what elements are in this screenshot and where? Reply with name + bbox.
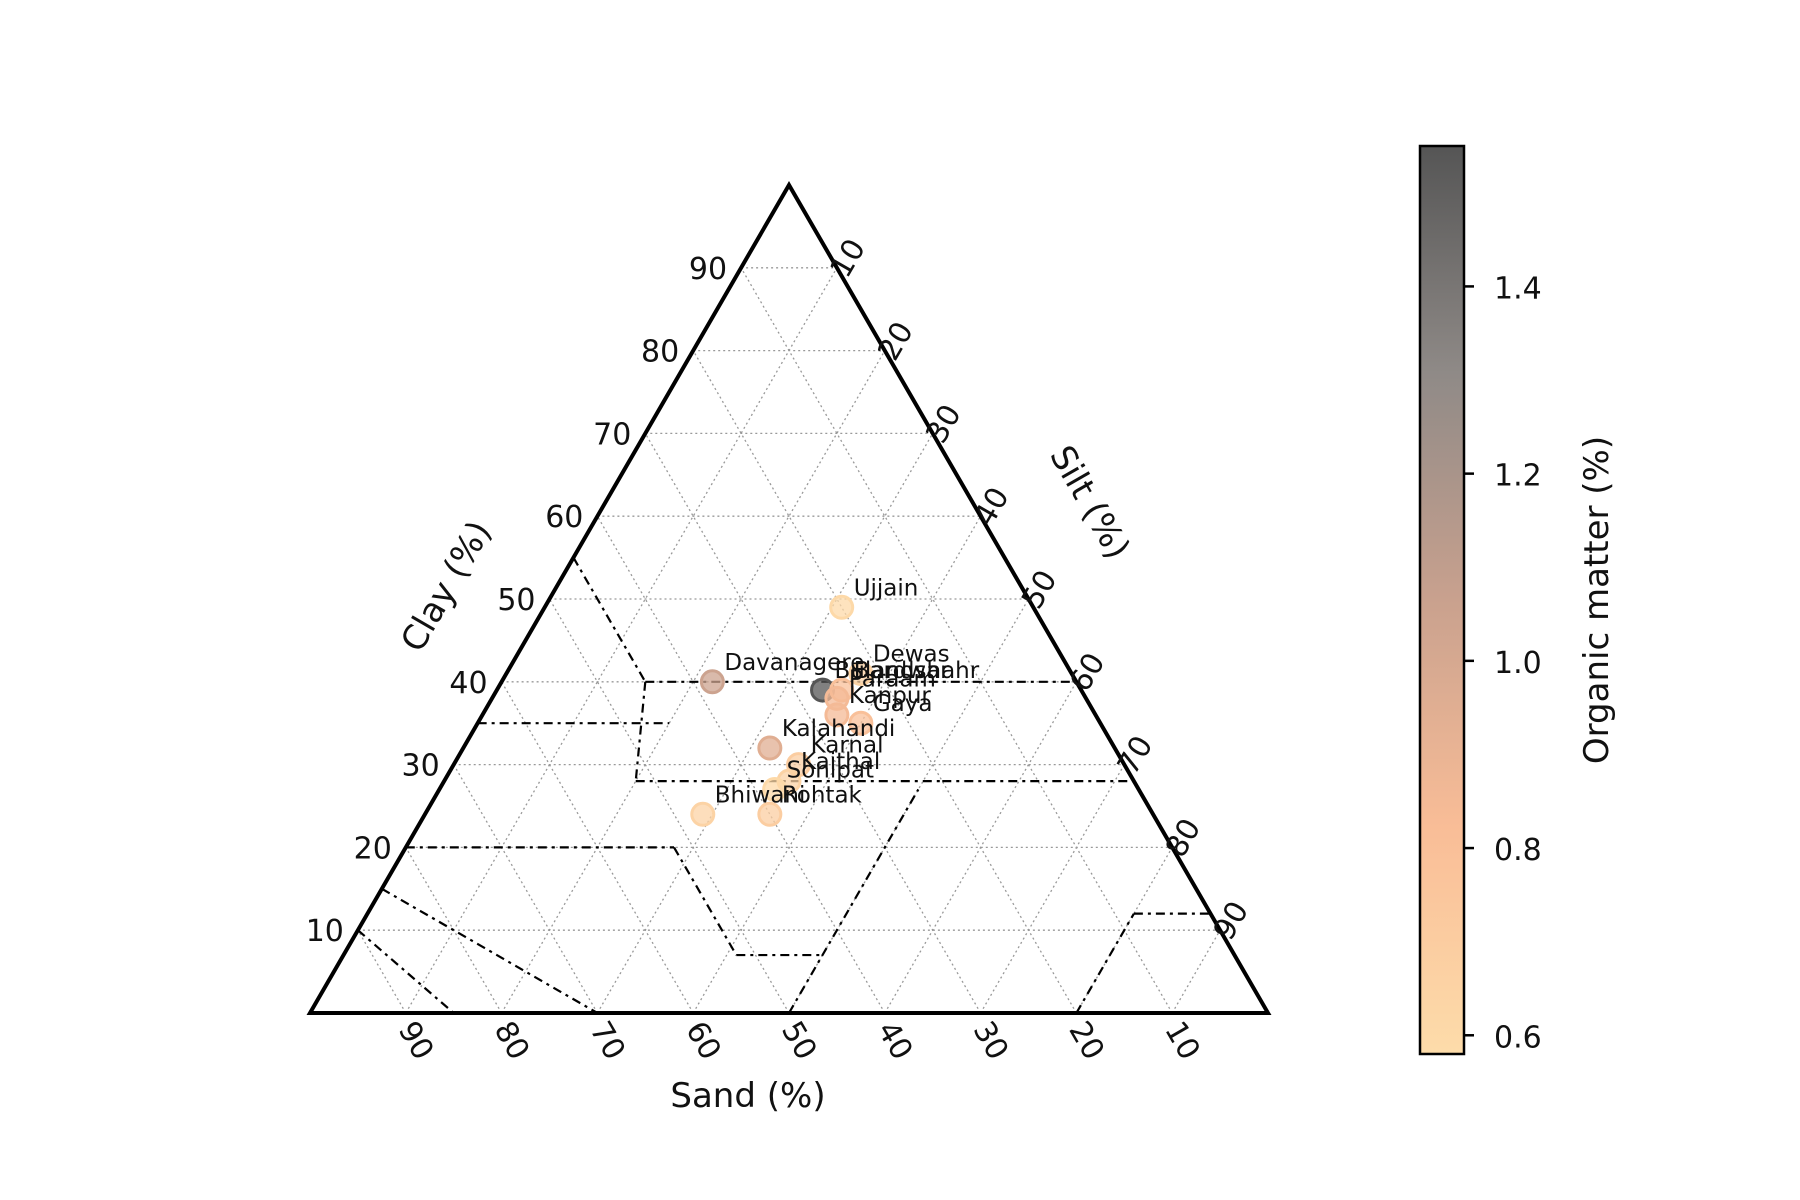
clay-tick-label: 10 — [306, 914, 344, 949]
grid-lines — [357, 267, 1221, 1014]
point-label: Bhiwani — [715, 782, 806, 808]
data-points — [690, 594, 874, 827]
silt-tick-label: 90 — [1207, 896, 1256, 947]
sand-tick-label: 10 — [1157, 1016, 1206, 1067]
point-labels: Ujjain Dewas DavanagereBulandshahrBardwarP… — [715, 575, 980, 808]
grid-line-silt — [884, 681, 1077, 1014]
grid-line-silt — [596, 433, 934, 1014]
sand-tick-label: 60 — [678, 1016, 727, 1067]
clay-tick-label: 60 — [545, 500, 583, 535]
point-label: Kaithal — [801, 749, 880, 775]
colorbar-tick-label: 0.8 — [1494, 833, 1542, 868]
point-label: Bardwar — [854, 658, 950, 684]
colorbar-tick-label: 1.0 — [1494, 646, 1542, 681]
silt-axis-title: Silt (%) — [1041, 439, 1137, 566]
data-point — [757, 735, 783, 761]
point-label: Kanpur — [849, 683, 932, 709]
sand-axis-title: Sand (%) — [670, 1076, 825, 1116]
sand-tick-label: 20 — [1061, 1016, 1110, 1067]
ternary-triangle-frame — [306, 181, 1272, 1015]
silt-tick-label: 80 — [1159, 813, 1208, 864]
silt-tick-label: 10 — [824, 233, 873, 284]
sand-tick-label: 40 — [870, 1016, 919, 1067]
silt-tick-label: 60 — [1063, 647, 1112, 698]
sand-tick-label: 70 — [582, 1016, 631, 1067]
point-label: Rohtak — [782, 782, 863, 808]
data-point — [824, 702, 850, 728]
silt-tick-label: 40 — [967, 482, 1016, 533]
point-label: Dewas — [873, 642, 950, 668]
silt-tick-label: 50 — [1015, 564, 1064, 615]
data-point — [829, 594, 855, 620]
data-point — [848, 661, 874, 687]
clay-tick-label: 50 — [497, 583, 535, 618]
point-label: Kalahandi — [782, 716, 896, 742]
data-point — [762, 776, 788, 802]
grid-line-sand — [740, 267, 1173, 1014]
grid-line-silt — [1171, 929, 1221, 1014]
grid-line-silt — [980, 764, 1125, 1014]
point-label: Paraam — [849, 666, 936, 692]
point-label: Bulandshahr — [835, 658, 980, 684]
texture-class-boundary — [572, 557, 647, 683]
grid-line-sand — [357, 929, 407, 1014]
silt-tick-label: 30 — [919, 399, 968, 450]
sand-tick-label: 90 — [391, 1016, 440, 1067]
colorbar-tick-label: 1.4 — [1494, 271, 1542, 306]
texture-class-boundary — [788, 788, 920, 1014]
texture-class-boundary — [381, 887, 598, 1014]
point-label: Gaya — [873, 691, 933, 717]
colorbar-ticks: 0.6 0.8 1.0 1.2 1.4 — [1464, 271, 1542, 1055]
point-label: Karnal — [811, 733, 884, 759]
colorbar-tick-label: 1.2 — [1494, 459, 1542, 494]
texture-class-boundary — [634, 681, 647, 782]
data-point — [699, 669, 725, 695]
sand-tick-label: 30 — [966, 1016, 1015, 1067]
colorbar-gradient — [1418, 144, 1466, 1056]
grid-line-sand — [644, 433, 982, 1014]
texture-class-boundary — [673, 846, 738, 956]
texture-class-boundary — [357, 929, 455, 1014]
grid-line-sand — [453, 764, 598, 1014]
data-point — [848, 710, 874, 736]
clay-tick-label: 30 — [402, 749, 440, 784]
point-label: Davanagere — [724, 650, 864, 676]
clay-tick-label: 70 — [593, 417, 631, 452]
clay-axis-title: Clay (%) — [393, 514, 500, 659]
clay-tick-label: 40 — [449, 666, 487, 701]
colorbar: 0.6 0.8 1.0 1.2 1.4 Organic matter (%) — [1418, 144, 1617, 1056]
clay-tick-label: 90 — [689, 252, 727, 287]
silt-tick-label: 20 — [871, 316, 920, 367]
sand-tick-label: 80 — [487, 1016, 536, 1067]
point-label: Sonipat — [787, 757, 874, 783]
sand-tick-label: 50 — [774, 1016, 823, 1067]
data-point — [757, 801, 783, 827]
point-label: Ujjain — [854, 575, 919, 601]
clay-tick-label: 80 — [641, 335, 679, 370]
data-point — [690, 801, 716, 827]
colorbar-tick-label: 0.6 — [1494, 1020, 1542, 1055]
colorbar-title: Organic matter (%) — [1577, 436, 1617, 764]
texture-class-boundary — [1075, 913, 1135, 1014]
silt-tick-label: 70 — [1111, 730, 1160, 781]
clay-tick-label: 20 — [354, 831, 392, 866]
